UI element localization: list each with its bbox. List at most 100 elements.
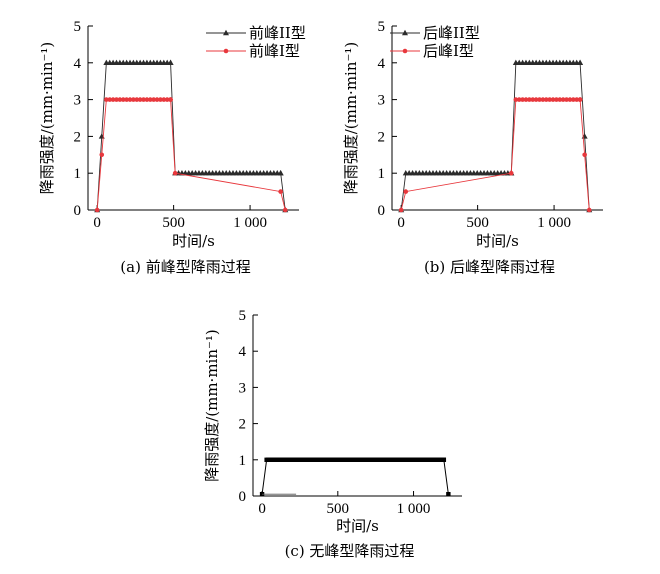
series-marker <box>144 97 150 102</box>
series-1 <box>94 97 288 213</box>
series-marker <box>141 97 146 102</box>
y-tick-label: 5 <box>239 308 247 324</box>
x-axis-title: 时间/s <box>336 517 379 535</box>
y-tick-label: 3 <box>239 380 247 396</box>
series-marker <box>117 97 123 102</box>
series-marker <box>127 97 133 102</box>
x-tick-label: 500 <box>162 215 185 231</box>
series-marker <box>398 207 404 213</box>
series-marker <box>278 189 283 194</box>
series-marker <box>582 152 587 158</box>
legend-label: 前峰II型 <box>249 24 306 42</box>
y-tick-label: 4 <box>378 56 386 72</box>
series-marker <box>520 97 525 102</box>
series-marker <box>114 97 119 102</box>
series-marker <box>94 207 100 213</box>
series-marker <box>523 97 529 102</box>
panel-caption: (c) 无峰型降雨过程 <box>285 542 415 560</box>
series-marker <box>530 97 536 102</box>
legend-marker <box>223 29 229 36</box>
series-marker <box>554 97 559 102</box>
series-marker <box>446 491 451 497</box>
series-marker <box>574 97 579 102</box>
chart-panel-2: 0 1 2 3 4 5 0 500 1 000 时间/s 降雨强度/(mm·min⁻¹) (c) 无峰… <box>203 308 462 560</box>
series-marker <box>168 97 173 102</box>
series-marker <box>508 170 514 176</box>
x-tick-label: 1 000 <box>233 215 267 231</box>
x-axis-title: 时间/s <box>172 232 215 250</box>
y-tick-label: 0 <box>239 489 247 505</box>
x-tick-label: 500 <box>466 215 489 231</box>
y-axis-title: 降雨强度/(mm·min⁻¹) <box>38 42 56 195</box>
y-tick-label: 5 <box>74 19 82 35</box>
y-tick-label: 0 <box>74 203 82 219</box>
series-marker <box>154 97 160 102</box>
series-marker <box>277 170 284 176</box>
y-tick-label: 5 <box>378 19 386 35</box>
series-marker <box>516 97 522 102</box>
series-marker <box>147 97 153 102</box>
series-marker <box>564 97 569 102</box>
series-marker <box>540 97 546 102</box>
series-0 <box>259 457 451 497</box>
x-tick-label: 1 000 <box>537 215 571 231</box>
y-axis-title: 降雨强度/(mm·min⁻¹) <box>203 329 221 482</box>
y-tick-label: 1 <box>239 453 247 469</box>
series-marker <box>134 97 140 102</box>
series-marker <box>110 97 116 102</box>
legend-marker <box>223 48 229 54</box>
x-tick-label: 500 <box>327 501 350 517</box>
series-line <box>261 459 449 495</box>
series-marker <box>167 59 174 65</box>
series-marker <box>577 97 583 102</box>
y-tick-label: 2 <box>74 129 82 145</box>
series-marker <box>107 97 113 102</box>
series-marker <box>550 97 556 102</box>
series-marker <box>158 97 163 102</box>
series-marker <box>537 97 542 102</box>
y-tick-label: 2 <box>239 417 247 433</box>
series-marker <box>577 59 584 65</box>
series-marker <box>441 457 447 462</box>
series-marker <box>282 207 288 213</box>
legend-label: 后峰II型 <box>423 24 480 42</box>
y-axis-title: 降雨强度/(mm·min⁻¹) <box>342 42 360 195</box>
series-marker <box>586 207 592 213</box>
series-marker <box>151 97 156 102</box>
series-marker <box>557 97 563 102</box>
series-0 <box>398 59 593 213</box>
series-marker <box>164 97 170 102</box>
series-marker <box>124 97 129 102</box>
series-marker <box>99 152 105 158</box>
x-tick-label: 0 <box>93 215 101 231</box>
series-marker <box>137 97 143 102</box>
legend-label: 后峰I型 <box>423 42 474 60</box>
series-line <box>400 99 590 211</box>
series-marker <box>172 170 178 176</box>
series-marker <box>567 97 573 102</box>
series-marker <box>533 97 539 102</box>
series-marker <box>543 97 549 102</box>
x-tick-label: 1 000 <box>397 501 431 517</box>
series-1 <box>398 97 592 213</box>
y-tick-label: 2 <box>378 129 386 145</box>
series-marker <box>571 97 576 102</box>
y-tick-label: 3 <box>378 93 386 109</box>
series-0 <box>94 59 289 213</box>
legend-marker <box>402 48 408 54</box>
y-tick-label: 3 <box>74 93 82 109</box>
chart-panel-0: 0 1 2 3 4 5 0 500 1 000 时间/s 降雨强度/(mm·min⁻¹) (a) 前峰… <box>38 19 306 276</box>
x-tick-label: 0 <box>397 215 405 231</box>
series-line <box>96 99 286 211</box>
series-marker <box>131 97 136 102</box>
y-tick-label: 4 <box>239 344 247 360</box>
series-marker <box>527 97 532 102</box>
y-tick-label: 4 <box>74 56 82 72</box>
legend-marker <box>402 29 408 36</box>
x-axis-title: 时间/s <box>476 232 519 250</box>
series-marker <box>161 97 167 102</box>
series-marker <box>547 97 552 102</box>
series-marker <box>104 97 109 102</box>
legend-label: 前峰I型 <box>249 42 300 60</box>
series-marker <box>560 97 566 102</box>
